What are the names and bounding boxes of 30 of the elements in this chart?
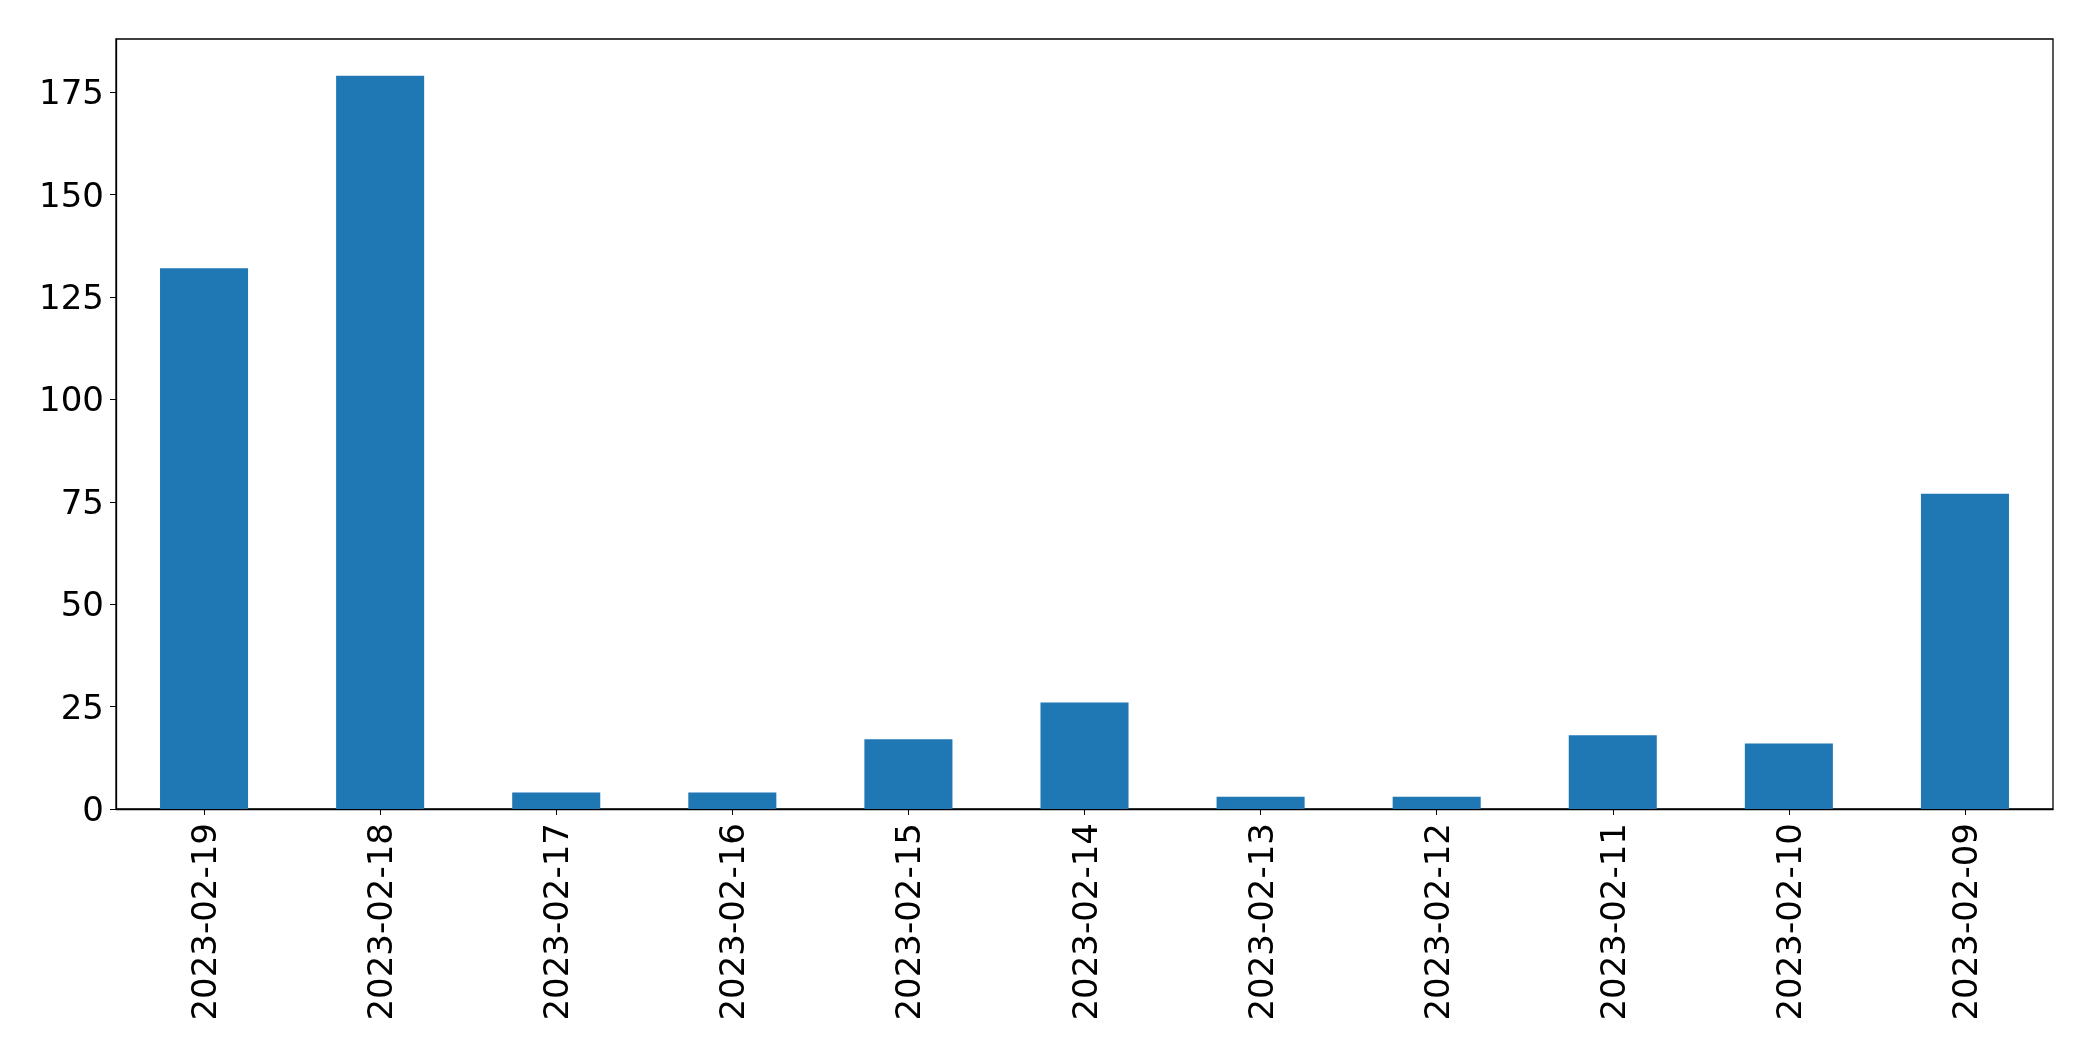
x-tick-label: 2023-02-19 [184, 823, 225, 1021]
y-tick-label: 175 [39, 72, 104, 113]
x-tick-label: 2023-02-16 [712, 823, 753, 1021]
bar [512, 792, 601, 809]
y-tick-label: 50 [60, 584, 104, 625]
x-tick-label: 2023-02-14 [1064, 823, 1105, 1021]
x-tick-label: 2023-02-13 [1240, 823, 1281, 1021]
bar [1920, 493, 2009, 809]
bar [1744, 743, 1833, 809]
y-tick-label: 0 [82, 789, 104, 829]
y-tick-label: 125 [39, 277, 104, 318]
bar [336, 75, 425, 809]
x-tick-label: 2023-02-09 [1944, 823, 1985, 1021]
bar [1216, 796, 1305, 809]
x-tick-label: 2023-02-12 [1416, 823, 1457, 1021]
y-tick-label: 100 [39, 379, 104, 420]
bar [864, 739, 953, 809]
y-tick-label: 75 [60, 481, 104, 522]
bar [160, 268, 249, 809]
x-tick-label: 2023-02-18 [360, 823, 401, 1021]
x-tick-label: 2023-02-15 [888, 823, 929, 1021]
x-tick-label: 2023-02-11 [1592, 823, 1633, 1021]
bar [688, 792, 777, 809]
y-tick-label: 150 [39, 174, 104, 215]
bar [1040, 702, 1129, 809]
x-tick-label: 2023-02-10 [1768, 823, 1809, 1021]
bar [1392, 796, 1481, 809]
bar [1568, 735, 1657, 809]
x-tick-label: 2023-02-17 [536, 823, 577, 1021]
y-tick-label: 25 [60, 686, 104, 727]
